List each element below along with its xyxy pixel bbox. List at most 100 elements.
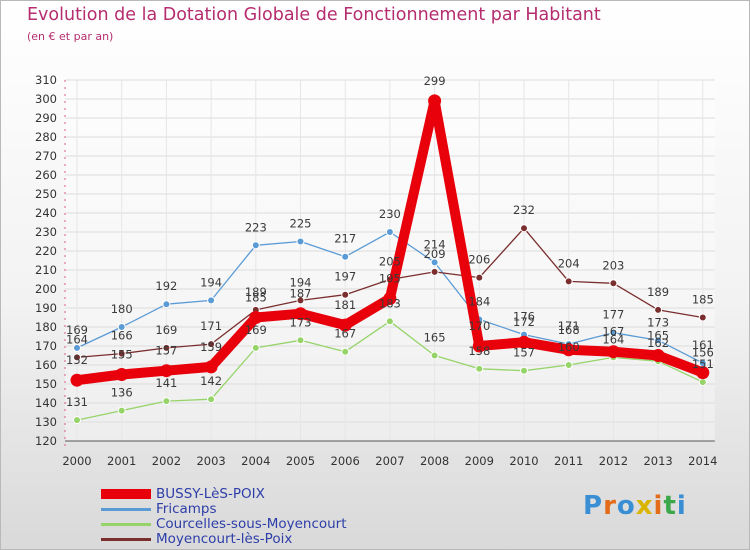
y-tick-label: 160: [35, 358, 57, 372]
legend-label-fricamps: Fricamps: [156, 501, 217, 517]
data-label-moyencourt-les-poix: 189: [245, 285, 267, 299]
data-label-courcelles-sous-moyencourt: 141: [155, 376, 177, 390]
data-point-bussy-les-poix: [428, 94, 442, 108]
legend-label-courcelles-sous-moyencourt: Courcelles-sous-Moyencourt: [156, 516, 347, 532]
chart-subtitle: (en € et par an): [27, 30, 114, 43]
data-label-bussy-les-poix: 168: [558, 323, 580, 337]
data-point-bussy-les-poix: [338, 318, 352, 332]
data-label-courcelles-sous-moyencourt: 167: [334, 327, 356, 341]
data-label-moyencourt-les-poix: 205: [379, 255, 401, 269]
data-label-fricamps: 173: [647, 315, 669, 329]
legend-swatch-courcelles-sous-moyencourt: [101, 523, 151, 526]
data-point-courcelles-sous-moyencourt: [73, 416, 81, 425]
data-point-courcelles-sous-moyencourt: [698, 378, 707, 387]
data-label-fricamps: 217: [334, 232, 356, 246]
data-label-fricamps: 180: [111, 302, 133, 316]
data-label-fricamps: 214: [424, 237, 446, 251]
data-label-courcelles-sous-moyencourt: 183: [379, 296, 401, 310]
data-point-fricamps: [251, 241, 260, 250]
y-tick-label: 310: [35, 73, 57, 87]
legend-swatch-moyencourt-les-poix: [101, 538, 151, 541]
y-tick-label: 170: [35, 339, 57, 353]
data-label-fricamps: 169: [66, 323, 88, 337]
data-point-moyencourt-les-poix: [73, 353, 81, 362]
data-label-fricamps: 176: [513, 310, 535, 324]
data-point-bussy-les-poix: [204, 360, 218, 374]
data-label-bussy-les-poix: 299: [424, 74, 446, 88]
data-label-courcelles-sous-moyencourt: 151: [692, 357, 714, 371]
data-label-bussy-les-poix: 187: [290, 287, 312, 301]
data-point-bussy-les-poix: [383, 292, 397, 305]
y-tick-label: 200: [35, 282, 57, 296]
data-label-fricamps: 194: [200, 275, 222, 289]
data-label-bussy-les-poix: 170: [468, 319, 490, 333]
x-tick-label: 2007: [375, 454, 404, 468]
legend-swatch-bussy-les-poix: [101, 489, 151, 499]
data-label-courcelles-sous-moyencourt: 169: [245, 323, 267, 337]
data-label-fricamps: 230: [379, 207, 401, 221]
y-tick-label: 150: [35, 377, 57, 391]
data-point-bussy-les-poix: [294, 307, 307, 321]
data-label-fricamps: 223: [245, 220, 267, 234]
data-label-courcelles-sous-moyencourt: 160: [558, 340, 580, 354]
y-tick-label: 140: [35, 396, 57, 410]
y-tick-label: 280: [35, 130, 57, 144]
data-point-fricamps: [162, 300, 171, 309]
x-tick-label: 2011: [554, 454, 583, 468]
data-point-courcelles-sous-moyencourt: [430, 351, 439, 360]
data-point-moyencourt-les-poix: [698, 313, 707, 322]
data-label-fricamps: 161: [692, 338, 714, 352]
data-label-bussy-les-poix: 172: [513, 315, 535, 329]
data-point-fricamps: [207, 296, 216, 305]
data-label-moyencourt-les-poix: 209: [424, 247, 446, 261]
x-tick-label: 2010: [509, 454, 538, 468]
y-tick-label: 210: [35, 263, 57, 277]
data-point-fricamps: [609, 328, 618, 337]
data-point-courcelles-sous-moyencourt: [207, 395, 216, 404]
data-point-moyencourt-les-poix: [564, 277, 573, 286]
y-tick-label: 240: [35, 206, 57, 220]
y-tick-label: 290: [35, 111, 57, 125]
data-label-courcelles-sous-moyencourt: 162: [647, 336, 669, 350]
data-point-bussy-les-poix: [472, 339, 486, 353]
data-point-fricamps: [385, 228, 394, 236]
x-tick-label: 2012: [599, 454, 628, 468]
data-label-courcelles-sous-moyencourt: 165: [424, 331, 446, 345]
y-tick-label: 120: [35, 434, 57, 448]
data-label-bussy-les-poix: 157: [155, 344, 177, 358]
logo-letter: r: [603, 491, 617, 521]
data-point-courcelles-sous-moyencourt: [117, 406, 126, 415]
data-point-bussy-les-poix: [115, 368, 129, 381]
data-point-courcelles-sous-moyencourt: [564, 361, 573, 369]
x-tick-label: 2006: [331, 454, 360, 468]
data-label-fricamps: 177: [602, 308, 624, 322]
y-tick-label: 270: [35, 149, 57, 163]
data-point-fricamps: [430, 258, 439, 267]
data-point-moyencourt-les-poix: [117, 349, 126, 358]
data-label-moyencourt-les-poix: 206: [468, 253, 490, 267]
x-tick-label: 2002: [152, 454, 181, 468]
x-tick-label: 2013: [643, 454, 672, 468]
x-tick-label: 2008: [420, 454, 449, 468]
data-point-moyencourt-les-poix: [296, 296, 305, 305]
data-point-courcelles-sous-moyencourt: [385, 317, 394, 326]
data-point-moyencourt-les-poix: [475, 273, 484, 282]
y-tick-label: 260: [35, 168, 57, 182]
y-tick-label: 300: [35, 92, 57, 106]
data-label-moyencourt-les-poix: 203: [602, 258, 624, 272]
x-tick-label: 2001: [107, 454, 136, 468]
legend-swatch-fricamps: [101, 508, 151, 511]
data-label-bussy-les-poix: 165: [647, 329, 669, 343]
y-tick-label: 230: [35, 225, 57, 239]
y-tick-label: 180: [35, 320, 57, 334]
data-label-courcelles-sous-moyencourt: 157: [513, 346, 535, 360]
logo-letter: t: [663, 491, 677, 521]
data-label-fricamps: 192: [155, 279, 177, 293]
data-point-courcelles-sous-moyencourt: [296, 336, 305, 345]
logo-letter: i: [653, 491, 664, 521]
logo-letter: x: [635, 491, 654, 521]
data-point-courcelles-sous-moyencourt: [251, 343, 260, 352]
data-point-fricamps: [73, 343, 81, 352]
data-label-courcelles-sous-moyencourt: 131: [66, 395, 88, 409]
logo-letter: i: [676, 491, 687, 521]
